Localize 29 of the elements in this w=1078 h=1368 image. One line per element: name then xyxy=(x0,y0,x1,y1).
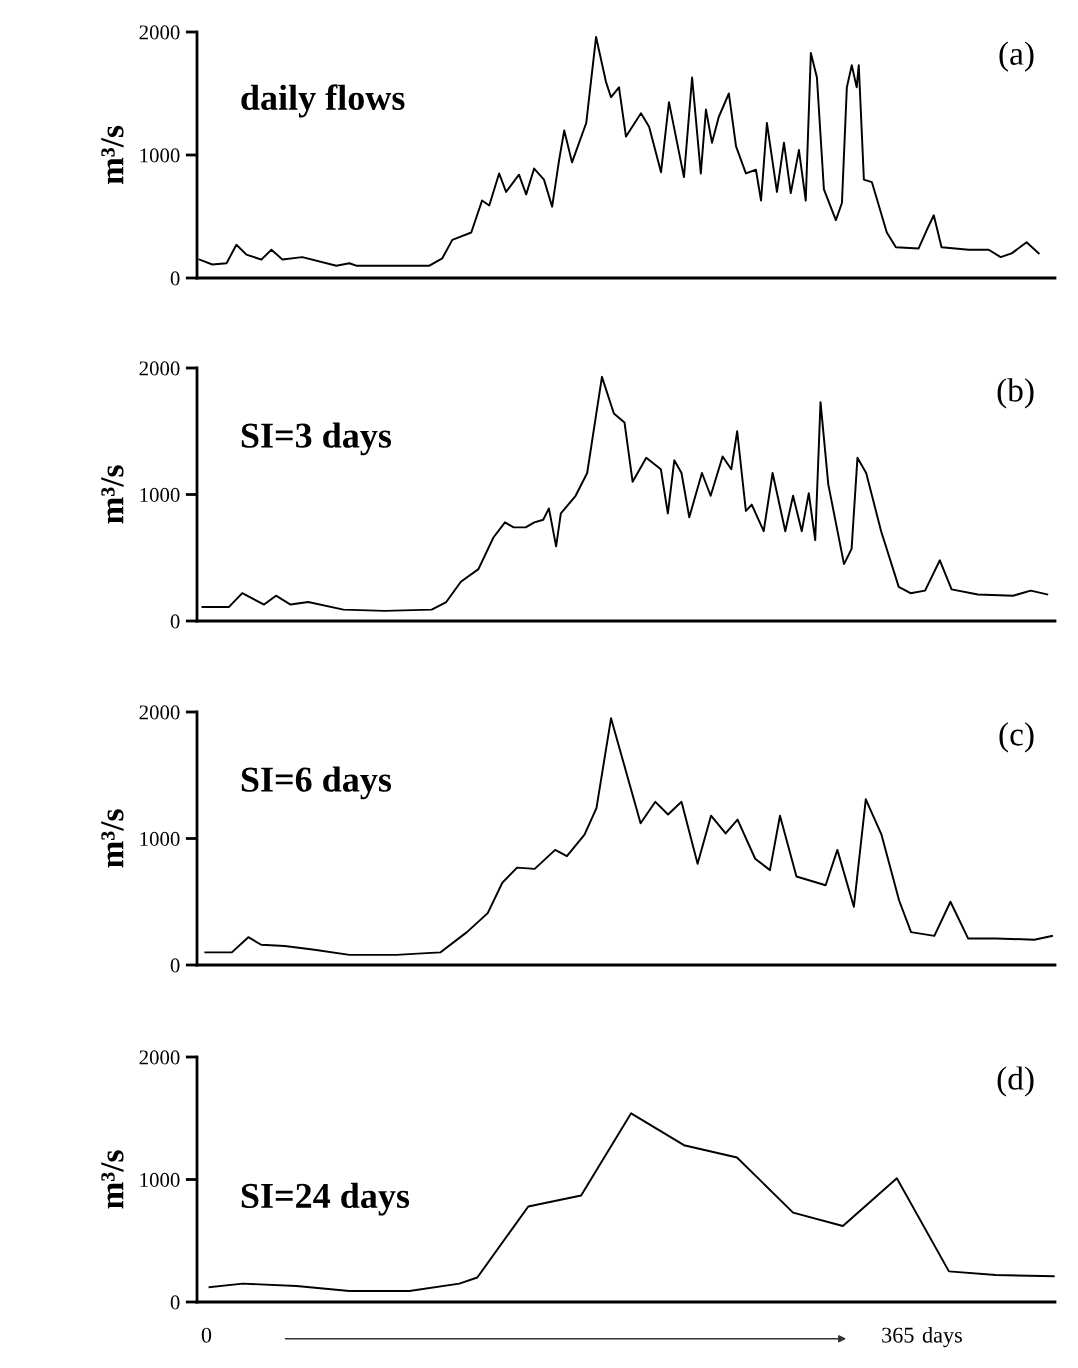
line-series xyxy=(204,717,1053,956)
annotation: SI=6 days xyxy=(241,766,392,800)
annotation: (c) xyxy=(999,722,1034,753)
annotation: SI=24 days xyxy=(241,1182,410,1216)
y-tick-label: 2000 xyxy=(139,1050,180,1065)
y-tick-label: 1000 xyxy=(140,487,180,502)
y-tick-label: 2000 xyxy=(139,361,180,376)
y-tick-label: 0 xyxy=(170,1295,180,1310)
y-axis-title: m³/s xyxy=(101,1150,124,1209)
annotation: (d) xyxy=(997,1066,1034,1097)
y-tick-label: 1000 xyxy=(140,831,180,846)
annotation: SI=3 days xyxy=(241,422,392,456)
y-tick-label: 1000 xyxy=(140,1172,180,1187)
y-tick-label: 1000 xyxy=(140,148,180,163)
line-series xyxy=(208,1112,1055,1292)
y-tick-label: 0 xyxy=(170,958,180,973)
y-axis-title: m³/s xyxy=(101,125,124,185)
annotation: (b) xyxy=(997,378,1034,409)
y-tick-label: 0 xyxy=(170,614,180,629)
y-axis-title: m³/s xyxy=(101,809,124,868)
annotation: (a) xyxy=(999,41,1034,72)
x-axis-title: days xyxy=(922,1326,962,1348)
y-tick-label: 2000 xyxy=(139,25,180,40)
y-tick-label: 0 xyxy=(170,271,180,286)
line-series xyxy=(201,375,1049,612)
y-tick-label: 2000 xyxy=(139,705,180,720)
x-tick-label: 365 xyxy=(882,1327,914,1343)
y-axis-title: m³/s xyxy=(101,465,124,524)
annotation: daily flows xyxy=(241,84,405,118)
